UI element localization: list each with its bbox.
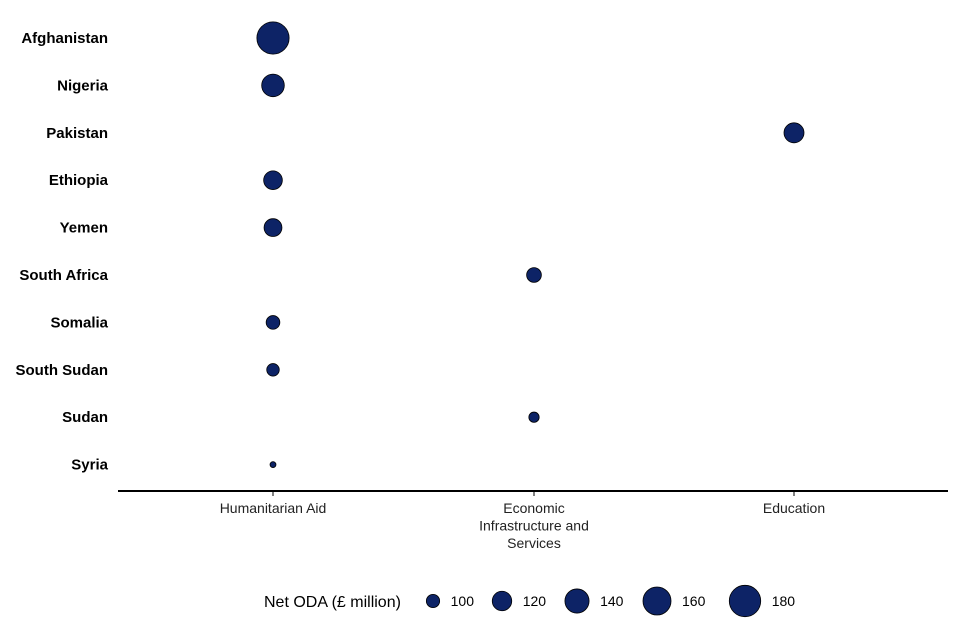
point-south-africa (526, 267, 542, 283)
legend-label-160: 160 (682, 593, 706, 609)
y-label-sudan: Sudan (62, 409, 108, 426)
y-label-nigeria: Nigeria (57, 77, 109, 94)
legend-marker-120 (491, 590, 513, 612)
point-yemen (263, 218, 283, 237)
x-label-humanitarian-aid: Humanitarian Aid (220, 500, 327, 516)
y-label-pakistan: Pakistan (46, 125, 108, 142)
x-axis-ticks: Humanitarian Aid Economic Infrastructure a… (220, 491, 825, 551)
point-south-sudan (266, 363, 280, 377)
legend-label-140: 140 (600, 593, 624, 609)
point-nigeria (261, 73, 285, 98)
point-somalia (265, 315, 281, 330)
y-label-yemen: Yemen (60, 220, 108, 237)
point-pakistan (783, 122, 805, 144)
point-sudan (528, 411, 540, 423)
y-label-afghanistan: Afghanistan (21, 30, 108, 47)
size-legend: Net ODA (£ million) 100 120 140 160 180 (264, 584, 796, 618)
legend-marker-140 (564, 588, 590, 614)
y-axis-labels: Afghanistan Nigeria Pakistan Ethiopia Yemen S… (16, 30, 109, 474)
legend-label-120: 120 (523, 593, 547, 609)
legend-label-100: 100 (451, 593, 475, 609)
point-ethiopia (263, 170, 283, 190)
y-label-south-africa: South Africa (19, 267, 108, 284)
y-label-syria: Syria (71, 457, 108, 474)
y-label-somalia: Somalia (50, 314, 108, 331)
y-label-ethiopia: Ethiopia (49, 172, 109, 189)
legend-title: Net ODA (£ million) (264, 594, 401, 611)
legend-marker-180 (728, 584, 762, 618)
x-label-education: Education (763, 500, 825, 516)
y-label-south-sudan: South Sudan (16, 362, 109, 379)
x-label-economic-infrastructure-and-services: Economic Infrastructure and Services (479, 500, 589, 551)
legend-label-180: 180 (772, 593, 796, 609)
legend-marker-100 (425, 593, 441, 609)
point-afghanistan (256, 21, 290, 55)
data-points (256, 21, 805, 468)
legend-marker-160 (642, 586, 672, 616)
point-syria (269, 461, 277, 468)
